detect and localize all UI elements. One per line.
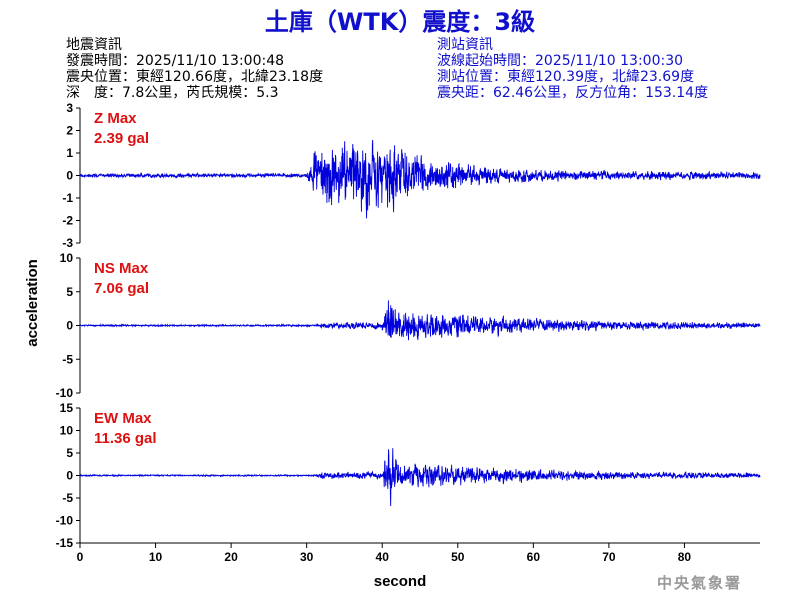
y-tick-label: 0 — [66, 319, 73, 333]
y-tick-label: 10 — [60, 251, 74, 265]
station-location: 測站位置：東經120.39度，北緯23.69度 — [437, 69, 695, 85]
agency-label: 中央氣象署 — [657, 574, 743, 592]
x-tick-label: 60 — [527, 550, 541, 564]
y-tick-label: 3 — [66, 101, 73, 115]
earthquake-location: 震央位置：東經120.66度，北緯23.18度 — [66, 69, 324, 85]
station-info-heading: 測站資訊 — [437, 37, 493, 53]
max-value-ns: 7.06 gal — [94, 280, 149, 297]
y-tick-label: -5 — [62, 352, 73, 366]
y-tick-label: 15 — [60, 401, 74, 415]
max-label-z: Z Max — [94, 110, 137, 127]
y-tick-label: -1 — [62, 191, 73, 205]
y-tick-label: 0 — [66, 469, 73, 483]
x-tick-label: 70 — [602, 550, 616, 564]
x-tick-label: 80 — [678, 550, 692, 564]
earthquake-time: 發震時間：2025/11/10 13:00:48 — [66, 53, 285, 69]
station-wave-start: 波線起始時間：2025/11/10 13:00:30 — [437, 53, 684, 69]
y-tick-label: -10 — [56, 514, 74, 528]
y-tick-label: -2 — [62, 214, 73, 228]
y-tick-label: 5 — [66, 285, 73, 299]
max-value-ew: 11.36 gal — [94, 430, 157, 447]
earthquake-info: 地震資訊 發震時間：2025/11/10 13:00:48 震央位置：東經120… — [66, 37, 323, 101]
station-distance: 震央距：62.46公里，反方位角：153.14度 — [437, 85, 709, 101]
x-tick-label: 10 — [149, 550, 163, 564]
x-tick-label: 50 — [451, 550, 465, 564]
panel-ew — [76, 407, 761, 544]
x-tick-label: 20 — [224, 550, 238, 564]
y-tick-label: -10 — [56, 386, 74, 400]
max-label-ew: EW Max — [94, 410, 152, 427]
x-axis-label: second — [374, 573, 427, 590]
page-title: 土庫（WTK）震度：3級 — [264, 8, 536, 36]
y-tick-label: 10 — [60, 424, 74, 438]
y-tick-label: 0 — [66, 169, 73, 183]
y-tick-label: -5 — [62, 491, 73, 505]
y-tick-label: 2 — [66, 124, 73, 138]
y-axis-label: acceleration — [24, 259, 41, 347]
x-tick-label: 40 — [376, 550, 390, 564]
waveform-ns — [79, 300, 761, 341]
max-label-ns: NS Max — [94, 260, 149, 277]
x-tick-label: 0 — [77, 550, 84, 564]
waveform-ew — [79, 448, 761, 507]
panel-ns — [76, 257, 761, 394]
earthquake-depth-magnitude: 深 度：7.8公里，芮氏規模：5.3 — [66, 85, 279, 101]
y-tick-label: -3 — [62, 236, 73, 250]
panel-z — [76, 107, 761, 244]
earthquake-info-heading: 地震資訊 — [66, 37, 122, 53]
y-tick-label: 5 — [66, 446, 73, 460]
max-value-z: 2.39 gal — [94, 130, 149, 147]
y-tick-label: 1 — [66, 146, 73, 160]
waveform-z — [79, 139, 761, 219]
station-info: 測站資訊 波線起始時間：2025/11/10 13:00:30 測站位置：東經1… — [437, 37, 708, 101]
y-tick-label: -15 — [56, 536, 74, 550]
x-tick-label: 30 — [300, 550, 314, 564]
